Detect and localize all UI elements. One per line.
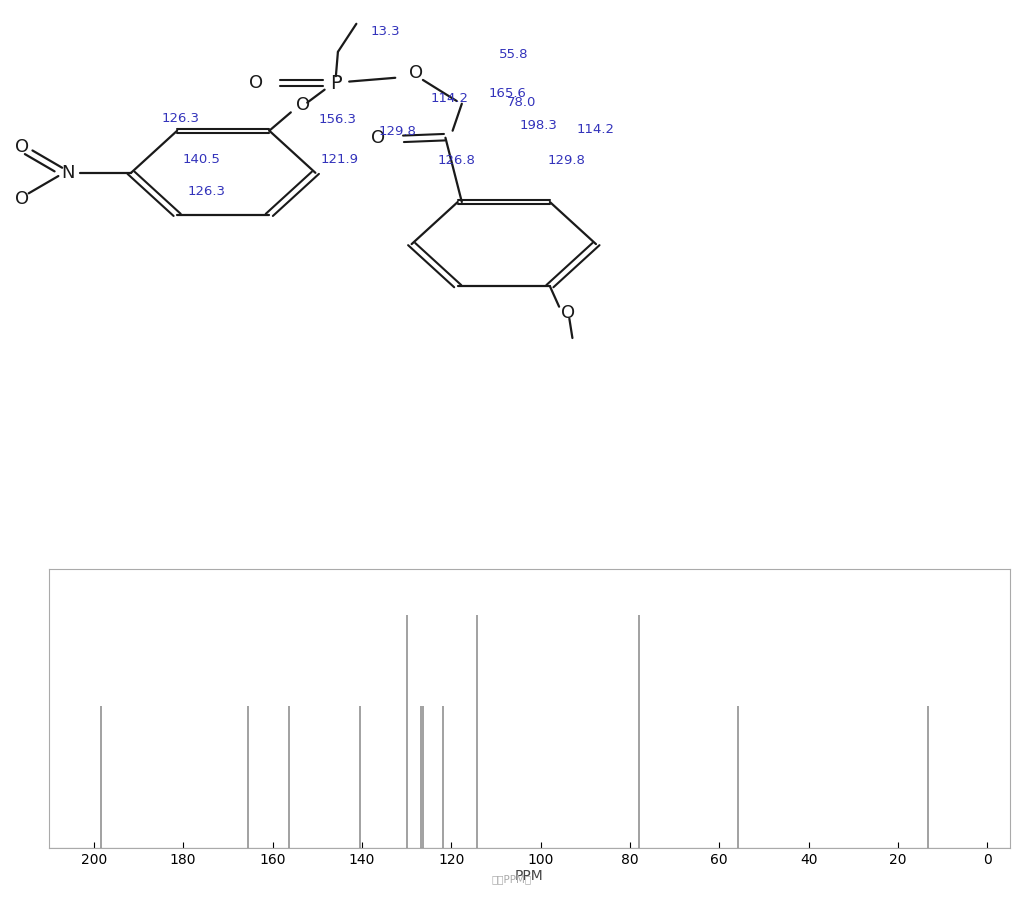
Text: 114.2: 114.2 [577,123,614,136]
Text: O: O [409,65,423,83]
Text: N: N [60,164,75,182]
Text: 114.2: 114.2 [430,92,468,104]
Text: O: O [15,138,30,156]
Text: 78.0: 78.0 [507,96,537,109]
Text: 126.8: 126.8 [437,154,475,166]
Text: 129.8: 129.8 [548,154,586,166]
X-axis label: PPM: PPM [515,869,544,884]
Text: 156.3: 156.3 [318,113,356,126]
Text: 13.3: 13.3 [371,25,400,38]
Text: 129.8: 129.8 [379,125,417,138]
Text: O: O [371,130,385,148]
Text: O: O [561,304,575,322]
Text: 121.9: 121.9 [321,153,358,166]
Text: 165.6: 165.6 [488,87,526,101]
Text: 盖德PPM网: 盖德PPM网 [492,874,532,885]
Text: O: O [296,95,310,113]
Text: 198.3: 198.3 [519,120,557,132]
Text: 126.3: 126.3 [162,112,200,125]
Text: 126.3: 126.3 [187,184,225,198]
Text: 55.8: 55.8 [499,48,528,60]
Text: O: O [249,74,263,92]
Text: 140.5: 140.5 [182,153,220,166]
Text: P: P [330,74,342,93]
Text: O: O [15,190,30,208]
